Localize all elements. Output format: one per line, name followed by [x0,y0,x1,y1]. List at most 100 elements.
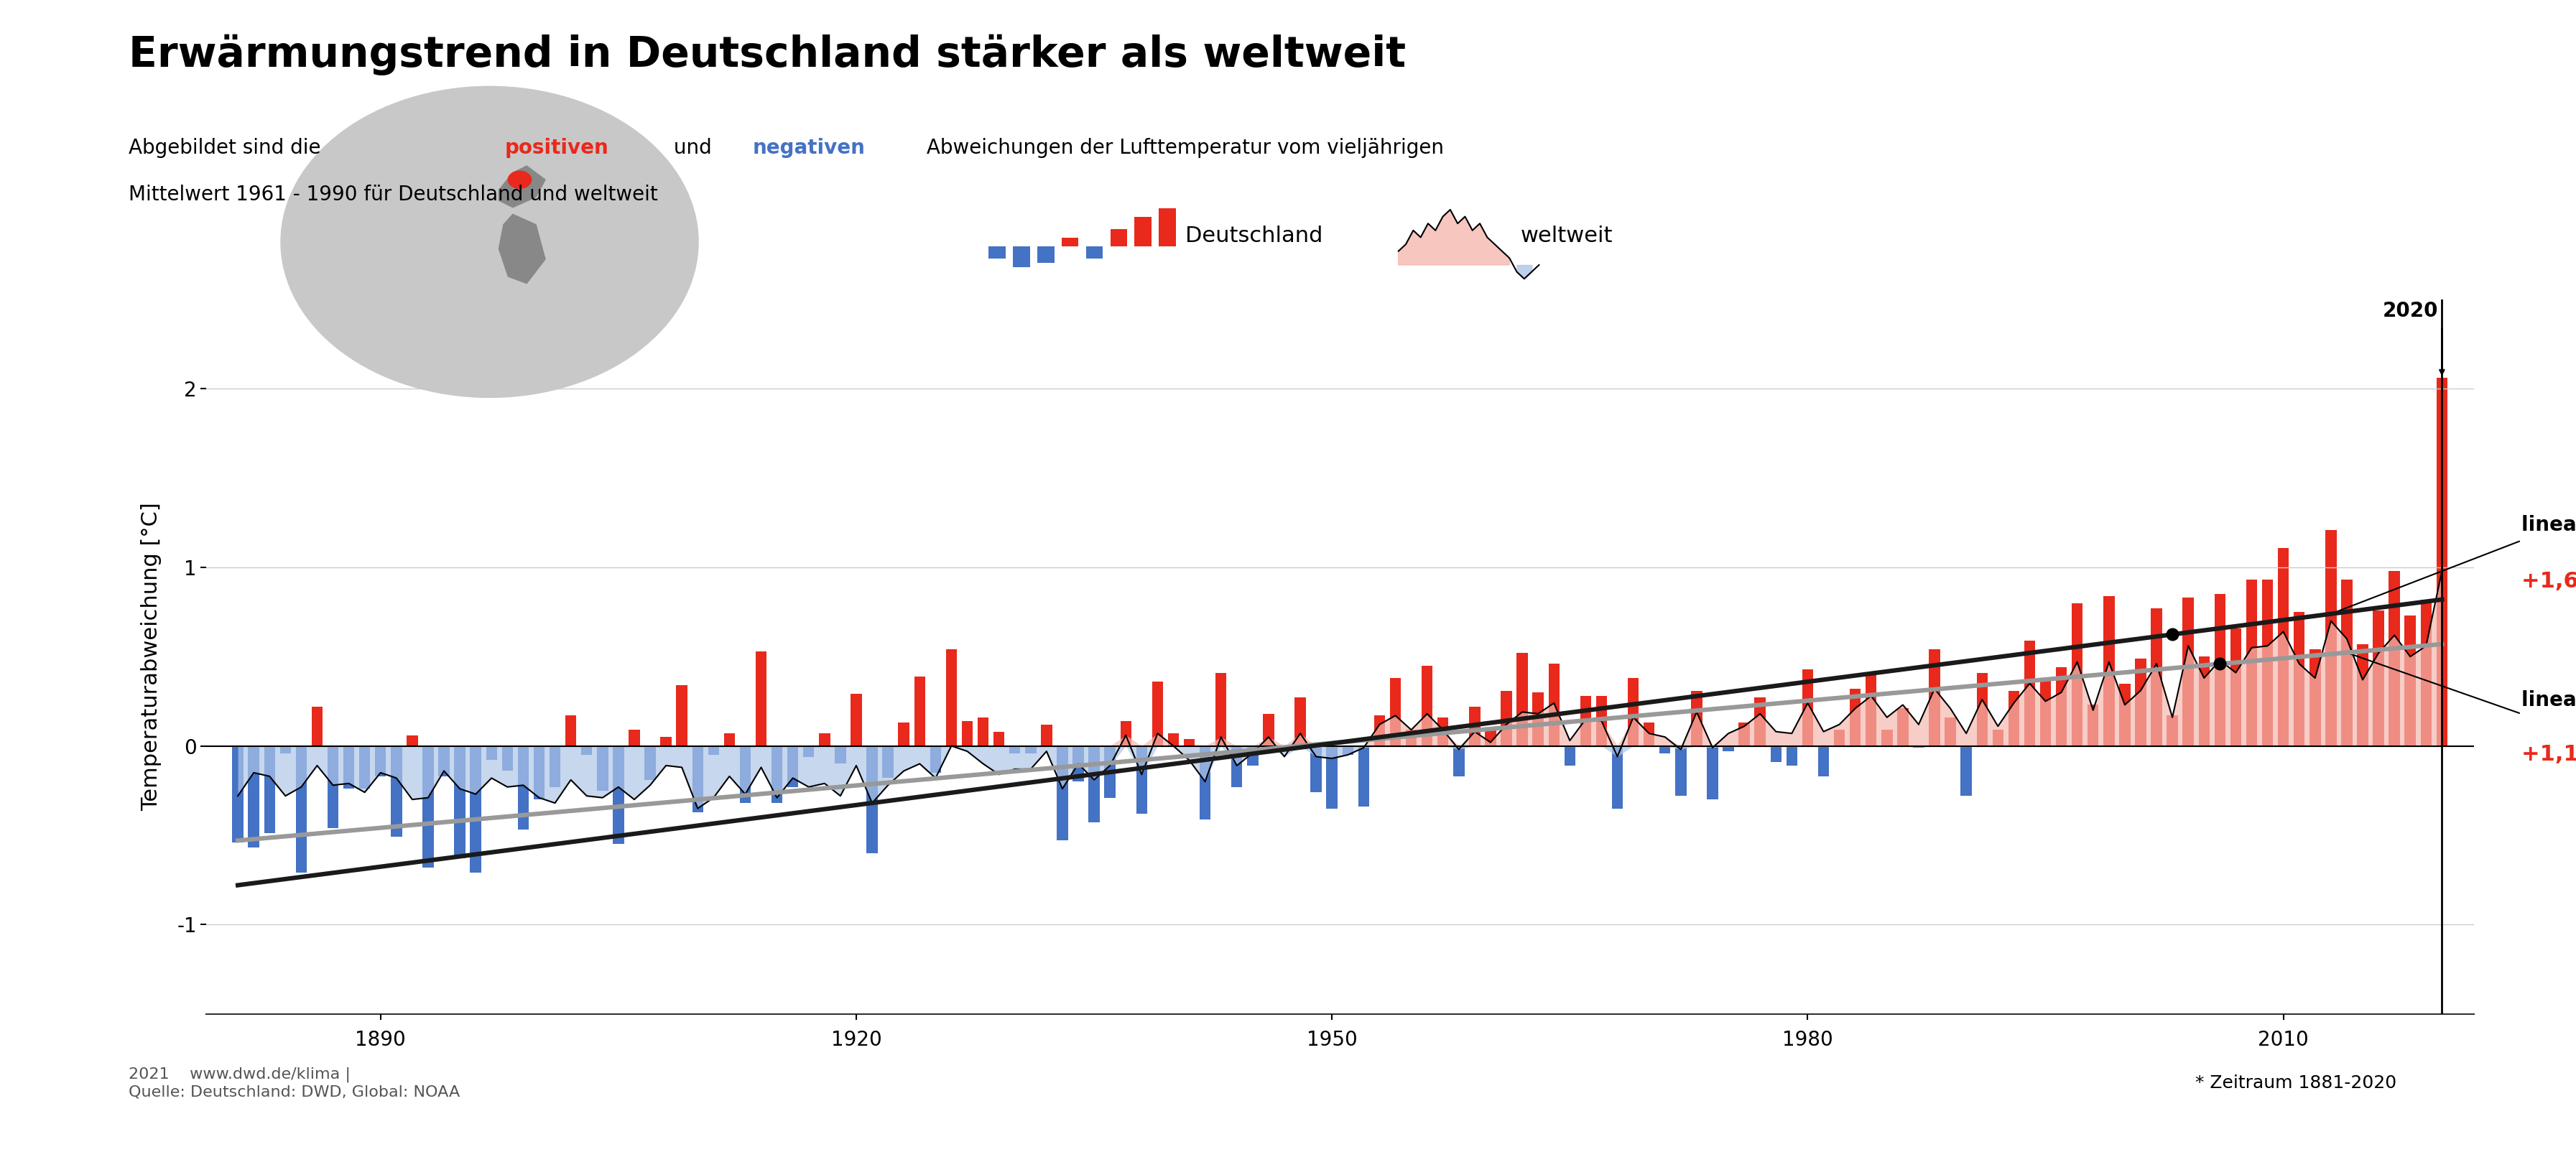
Bar [1960,746,1971,796]
Bar [1358,746,1368,806]
Bar [564,715,577,746]
Text: +1,6 °C: +1,6 °C [2519,571,2576,592]
Bar [2372,611,2383,746]
Bar [1801,669,1814,746]
Text: Abgebildet sind die: Abgebildet sind die [129,138,327,158]
Bar [881,746,894,778]
Bar [1056,746,1066,841]
Text: * Zeitraum 1881-2020: * Zeitraum 1881-2020 [2195,1075,2396,1091]
Bar [1388,679,1401,746]
Bar [1674,746,1685,796]
Bar [487,746,497,760]
Bar [598,746,608,790]
Bar [1200,746,1211,819]
Text: +1,1 °C: +1,1 °C [2519,744,2576,765]
Bar [327,746,337,828]
Bar [1110,229,1126,247]
Ellipse shape [281,86,698,397]
Bar [2437,378,2447,746]
Bar [2213,594,2226,746]
Text: Erwärmungstrend in Deutschland stärker als weltweit: Erwärmungstrend in Deutschland stärker a… [129,35,1406,76]
Bar [1739,722,1749,746]
Bar [1105,746,1115,797]
Text: Deutschland: Deutschland [1185,226,1321,247]
Bar [1010,746,1020,753]
Bar [422,746,433,867]
Bar [1422,666,1432,746]
Bar [1770,746,1780,761]
Bar [2277,547,2287,746]
Bar [2102,596,2115,746]
Bar [453,746,466,858]
Bar [1182,738,1195,746]
Bar [2231,628,2241,746]
Text: 2021    www.dwd.de/klima |
Quelle: Deutschland: DWD, Global: NOAA: 2021 www.dwd.de/klima | Quelle: Deutschl… [129,1067,461,1099]
Bar [1041,725,1051,746]
Bar [1061,237,1079,247]
Bar [2419,599,2432,746]
Bar [2025,641,2035,746]
Bar [1342,746,1352,755]
Bar [1533,692,1543,746]
Bar [549,746,562,787]
Bar [1991,730,2004,746]
Bar [675,685,688,746]
Bar [708,746,719,755]
Bar [1976,673,1986,746]
Bar [1373,715,1386,746]
Bar [582,746,592,755]
Bar [2087,705,2097,746]
Bar [659,737,672,746]
Bar [2342,579,2352,746]
Bar [1012,247,1030,267]
Bar [1087,746,1100,823]
Bar [1437,718,1448,746]
Bar [1834,730,1844,746]
Bar [407,735,417,746]
Bar [629,730,639,746]
Bar [2040,679,2050,746]
Bar [247,746,260,848]
Y-axis label: Temperaturabweichung [°C]: Temperaturabweichung [°C] [142,502,162,811]
Bar [1819,746,1829,776]
Bar [788,746,799,787]
Text: linearer Trend weltweit*: linearer Trend weltweit* [2519,690,2576,710]
Bar [1850,689,1860,746]
Bar [281,746,291,753]
Bar [1548,664,1558,746]
Bar [1643,722,1654,746]
Bar [1754,698,1765,746]
Bar [2071,604,2081,746]
Bar [2308,650,2321,746]
Bar [1564,746,1574,766]
Bar [1084,247,1103,259]
Bar [693,746,703,812]
Bar [2166,715,2177,746]
Bar [533,746,544,799]
Bar [755,651,768,746]
Bar [469,746,482,873]
Bar [1151,682,1162,746]
Text: weltweit: weltweit [1520,226,1613,247]
Bar [1072,746,1084,782]
Bar [2324,530,2336,746]
Bar [296,746,307,873]
Text: positiven: positiven [505,138,608,158]
Bar [739,746,750,803]
Bar [438,746,448,776]
Bar [1613,746,1623,809]
Bar [2197,657,2210,746]
Text: und: und [667,138,719,158]
Bar [1133,217,1151,247]
Bar [1911,746,1924,748]
Bar [312,706,322,746]
Bar [1628,679,1638,746]
Bar [613,746,623,844]
Bar [1659,746,1669,753]
Bar [2136,659,2146,746]
Bar [914,676,925,746]
Text: Abweichungen der Lufttemperatur vom vieljährigen: Abweichungen der Lufttemperatur vom viel… [920,138,1443,158]
Bar [2246,579,2257,746]
Bar [2182,598,2192,746]
Text: linearer Trend Deutschland*: linearer Trend Deutschland* [2519,515,2576,536]
